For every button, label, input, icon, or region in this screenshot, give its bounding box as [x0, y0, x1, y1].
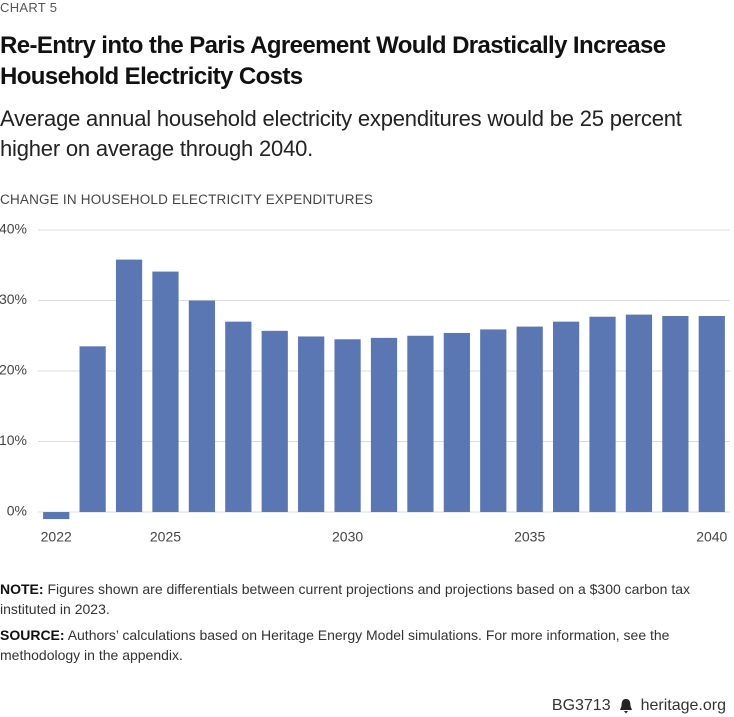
bar: [480, 329, 507, 513]
x-tick-label: 2030: [332, 529, 363, 545]
note-label: NOTE:: [0, 581, 44, 597]
x-tick-label: 2035: [514, 529, 545, 545]
y-tick-label: 0%: [7, 503, 27, 519]
bar: [152, 271, 179, 513]
kicker: CHART 5: [0, 0, 58, 15]
bar: [370, 337, 398, 513]
note: NOTE: Figures shown are differentials be…: [0, 579, 720, 619]
y-axis-title: CHANGE IN HOUSEHOLD ELECTRICITY EXPENDIT…: [0, 192, 374, 207]
y-tick-label: 20%: [0, 362, 27, 378]
bar: [79, 346, 106, 513]
bar: [334, 339, 361, 513]
y-tick-label: 40%: [0, 221, 27, 237]
bar: [625, 314, 653, 513]
bar: [261, 330, 288, 513]
x-tick-label: 2040: [696, 529, 727, 545]
note-text: Figures shown are differentials between …: [0, 581, 691, 617]
y-tick-label: 10%: [0, 432, 27, 448]
footer: BG3713 heritage.org: [552, 697, 726, 715]
bar: [516, 326, 543, 513]
report-id: BG3713: [551, 697, 611, 714]
x-tick-label: 2025: [150, 529, 181, 545]
bar: [298, 336, 325, 513]
bar: [225, 321, 252, 513]
bar: [443, 332, 470, 513]
bar: [43, 512, 70, 520]
source: SOURCE: Authors’ calculations based on H…: [0, 625, 720, 665]
bar: [115, 259, 143, 513]
bar: [188, 300, 216, 513]
site: heritage.org: [640, 697, 726, 714]
bar: [407, 335, 434, 513]
bar: [589, 316, 616, 513]
source-text: Authors’ calculations based on Heritage …: [0, 627, 670, 663]
bar: [698, 316, 725, 513]
chart-subtitle: Average annual household electricity exp…: [0, 106, 682, 161]
source-label: SOURCE:: [0, 627, 65, 643]
y-tick-label: 30%: [0, 291, 27, 307]
chart-title: Re-Entry into the Paris Agreement Would …: [0, 32, 666, 90]
bar: [552, 321, 580, 513]
bell-icon: [619, 699, 632, 714]
x-tick-label: 2022: [41, 529, 72, 545]
bar: [662, 316, 689, 513]
